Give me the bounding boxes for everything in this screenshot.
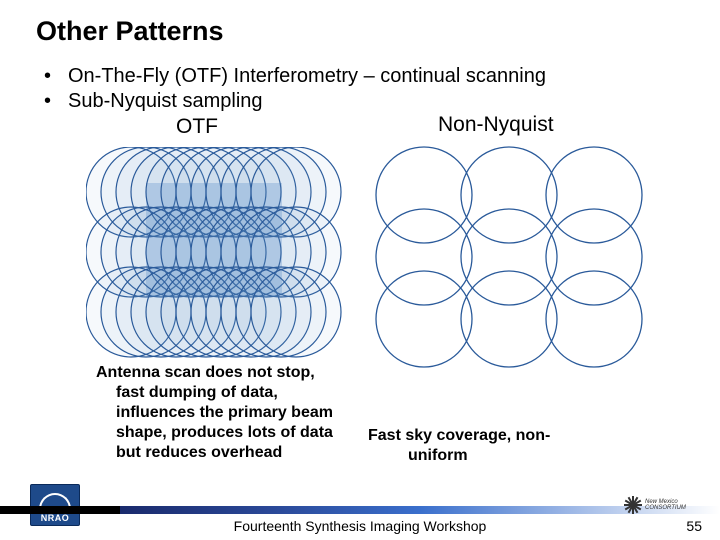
label-otf: OTF [176,115,218,139]
page-number: 55 [686,518,702,534]
bullet-text: Sub-Nyquist sampling [68,90,263,112]
otf-diagram [86,147,346,362]
caption-line: fast dumping of data, [96,383,376,403]
caption-line: shape, produces lots of data [96,423,376,443]
bullet-item: •On-The-Fly (OTF) Interferometry – conti… [44,65,720,88]
caption-otf: Antenna scan does not stop, fast dumping… [96,363,376,463]
nmc-logo-text: New MexicoCONSORTIUM [645,499,686,511]
captions: Antenna scan does not stop, fast dumping… [0,363,720,473]
caption-line: Antenna scan does not stop, [96,364,315,381]
diagram-labels: OTF Non-Nyquist [0,115,720,143]
footer-text: Fourteenth Synthesis Imaging Workshop [0,518,720,534]
starburst-icon [624,496,642,514]
caption-non-nyquist: Fast sky coverage, non- uniform [368,426,588,466]
caption-line: but reduces overhead [96,443,376,463]
caption-line: uniform [368,447,468,464]
bullet-text: On-The-Fly (OTF) Interferometry – contin… [68,65,546,87]
non-nyquist-diagram [374,145,649,370]
caption-line: Fast sky coverage, non- [368,427,550,444]
caption-line: influences the primary beam [96,403,376,423]
diagram-area [0,143,720,363]
label-non-nyquist: Non-Nyquist [438,113,554,137]
bullet-list: •On-The-Fly (OTF) Interferometry – conti… [0,47,720,113]
bullet-item: •Sub-Nyquist sampling [44,90,720,113]
slide-title: Other Patterns [0,0,720,47]
nmc-logo: New MexicoCONSORTIUM [624,494,704,516]
footer-gradient-bar [0,506,720,514]
